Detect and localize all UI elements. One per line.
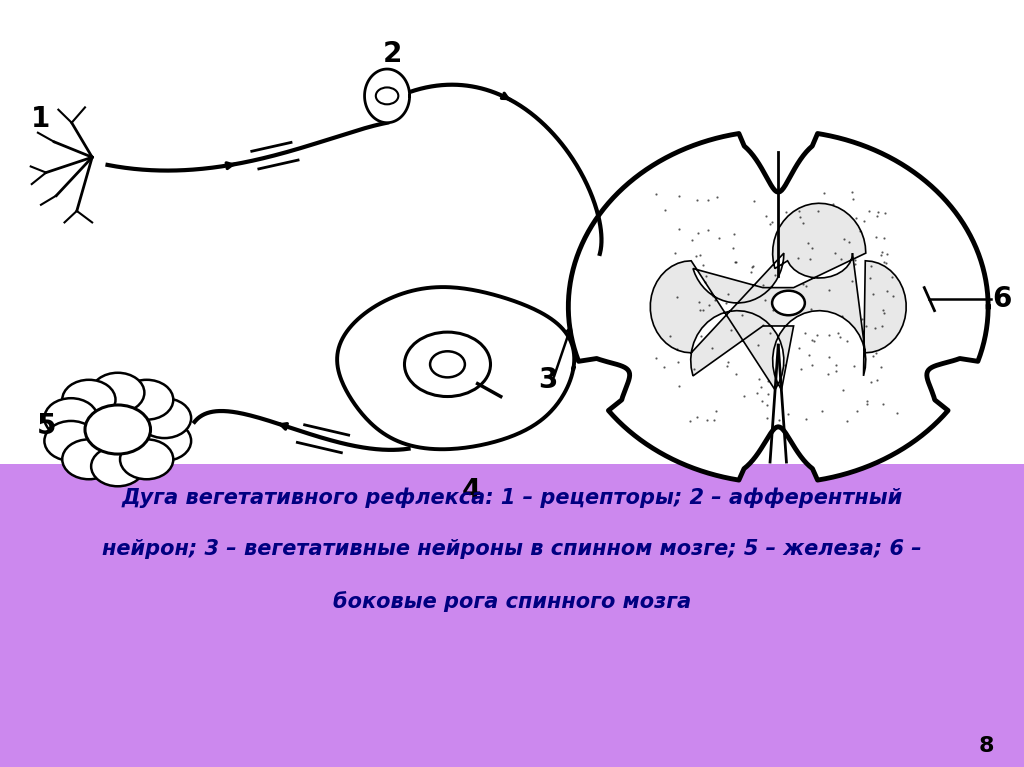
- FancyBboxPatch shape: [0, 464, 1024, 767]
- Polygon shape: [365, 69, 410, 123]
- Text: 8: 8: [978, 736, 994, 755]
- Circle shape: [772, 291, 805, 315]
- FancyBboxPatch shape: [0, 0, 1024, 464]
- Circle shape: [62, 439, 116, 479]
- Circle shape: [91, 446, 144, 486]
- Circle shape: [44, 421, 97, 461]
- Circle shape: [91, 373, 144, 413]
- Text: 6: 6: [992, 285, 1011, 313]
- Circle shape: [404, 332, 490, 397]
- Circle shape: [120, 439, 173, 479]
- Text: 1: 1: [32, 105, 50, 133]
- Circle shape: [376, 87, 398, 104]
- Circle shape: [120, 380, 173, 420]
- Circle shape: [85, 405, 151, 454]
- Circle shape: [138, 398, 191, 438]
- Text: нейрон; 3 – вегетативные нейроны в спинном мозге; 5 – железа; 6 –: нейрон; 3 – вегетативные нейроны в спинн…: [102, 539, 922, 559]
- Text: 2: 2: [383, 40, 401, 67]
- Text: Дуга вегетативного рефлекса: 1 – рецепторы; 2 – афферентный: Дуга вегетативного рефлекса: 1 – рецепто…: [122, 487, 902, 508]
- Circle shape: [62, 380, 116, 420]
- Polygon shape: [337, 287, 574, 449]
- Polygon shape: [568, 133, 988, 480]
- Text: боковые рога спинного мозга: боковые рога спинного мозга: [333, 591, 691, 612]
- Text: 3: 3: [539, 366, 557, 393]
- Polygon shape: [650, 203, 906, 390]
- Circle shape: [44, 398, 97, 438]
- Circle shape: [138, 421, 191, 461]
- Text: 5: 5: [36, 412, 56, 439]
- Text: 4: 4: [462, 477, 480, 505]
- Circle shape: [430, 351, 465, 377]
